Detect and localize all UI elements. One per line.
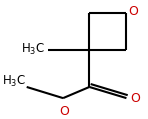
Text: O: O bbox=[130, 92, 140, 105]
Text: O: O bbox=[128, 5, 138, 18]
Text: O: O bbox=[59, 105, 69, 118]
Text: H$_3$C: H$_3$C bbox=[21, 42, 46, 57]
Text: H$_3$C: H$_3$C bbox=[2, 74, 26, 89]
